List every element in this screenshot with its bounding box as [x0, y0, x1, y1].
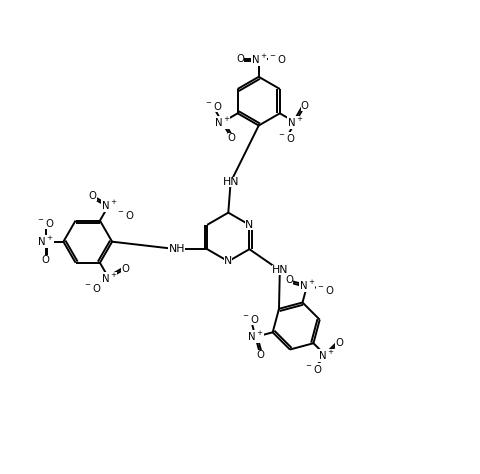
- Text: O: O: [228, 134, 236, 144]
- Text: $^-$O: $^-$O: [316, 284, 335, 296]
- Text: HN: HN: [222, 177, 239, 187]
- Text: $^-$O: $^-$O: [268, 53, 287, 65]
- Text: O: O: [285, 275, 293, 285]
- Text: N$^+$: N$^+$: [299, 279, 315, 292]
- Text: N$^+$: N$^+$: [101, 199, 117, 212]
- Text: O: O: [42, 255, 49, 265]
- Text: N$^+$: N$^+$: [37, 235, 54, 248]
- Text: NH: NH: [168, 244, 185, 254]
- Text: N$^+$: N$^+$: [287, 116, 303, 129]
- Text: O: O: [335, 337, 343, 347]
- Text: O: O: [89, 191, 96, 201]
- Text: N$^+$: N$^+$: [214, 116, 230, 129]
- Text: $^-$O: $^-$O: [84, 282, 102, 293]
- Text: N$^+$: N$^+$: [247, 330, 264, 344]
- Text: $^-$O: $^-$O: [241, 313, 260, 325]
- Text: N$^+$: N$^+$: [318, 349, 334, 362]
- Text: $^-$O: $^-$O: [36, 217, 55, 229]
- Text: O: O: [256, 350, 264, 360]
- Text: O: O: [300, 101, 309, 111]
- Text: $^-$O: $^-$O: [116, 209, 134, 220]
- Text: O: O: [121, 264, 129, 274]
- Text: N$^+$: N$^+$: [101, 272, 117, 285]
- Text: $^-$O: $^-$O: [276, 132, 295, 145]
- Text: O: O: [236, 54, 244, 64]
- Text: $^-$O: $^-$O: [204, 100, 222, 112]
- Text: HN: HN: [272, 265, 288, 275]
- Text: N: N: [224, 256, 232, 266]
- Text: $^-$O: $^-$O: [303, 363, 322, 375]
- Text: N$^+$: N$^+$: [251, 53, 267, 65]
- Text: N: N: [245, 220, 253, 230]
